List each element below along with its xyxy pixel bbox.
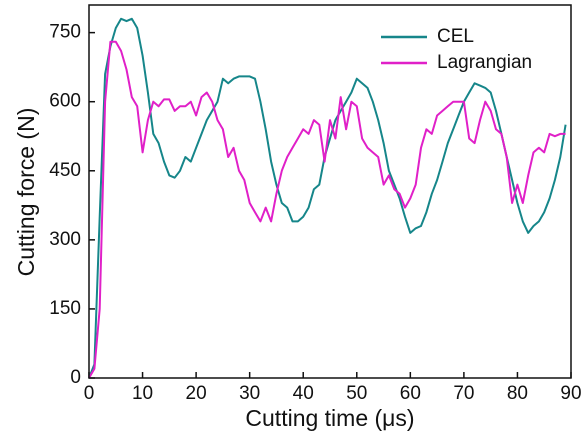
x-tick-label: 40 <box>293 383 314 404</box>
series-line <box>88 40 566 379</box>
x-tick-label: 80 <box>507 383 528 404</box>
y-tick-label: 750 <box>49 22 81 43</box>
x-tick-label: 0 <box>84 383 95 404</box>
y-tick-label: 450 <box>49 160 81 181</box>
x-tick-label: 90 <box>560 383 581 404</box>
x-tick-label: 70 <box>453 383 474 404</box>
y-tick-label: 0 <box>70 367 81 388</box>
plot-frame <box>88 4 572 379</box>
x-axis-label: Cutting time (μs) <box>245 405 414 431</box>
y-axis-label: Cutting force (N) <box>13 108 39 277</box>
legend-label: CEL <box>437 26 474 47</box>
legend-label: Lagrangian <box>437 52 532 73</box>
y-tick-label: 300 <box>49 229 81 250</box>
x-tick-label: 50 <box>346 383 367 404</box>
x-tick-label: 60 <box>400 383 421 404</box>
x-tick-label: 20 <box>186 383 207 404</box>
x-tick-label: 30 <box>239 383 260 404</box>
x-tick-label: 10 <box>132 383 153 404</box>
y-tick-label: 150 <box>49 298 81 319</box>
y-tick-label: 600 <box>49 91 81 112</box>
